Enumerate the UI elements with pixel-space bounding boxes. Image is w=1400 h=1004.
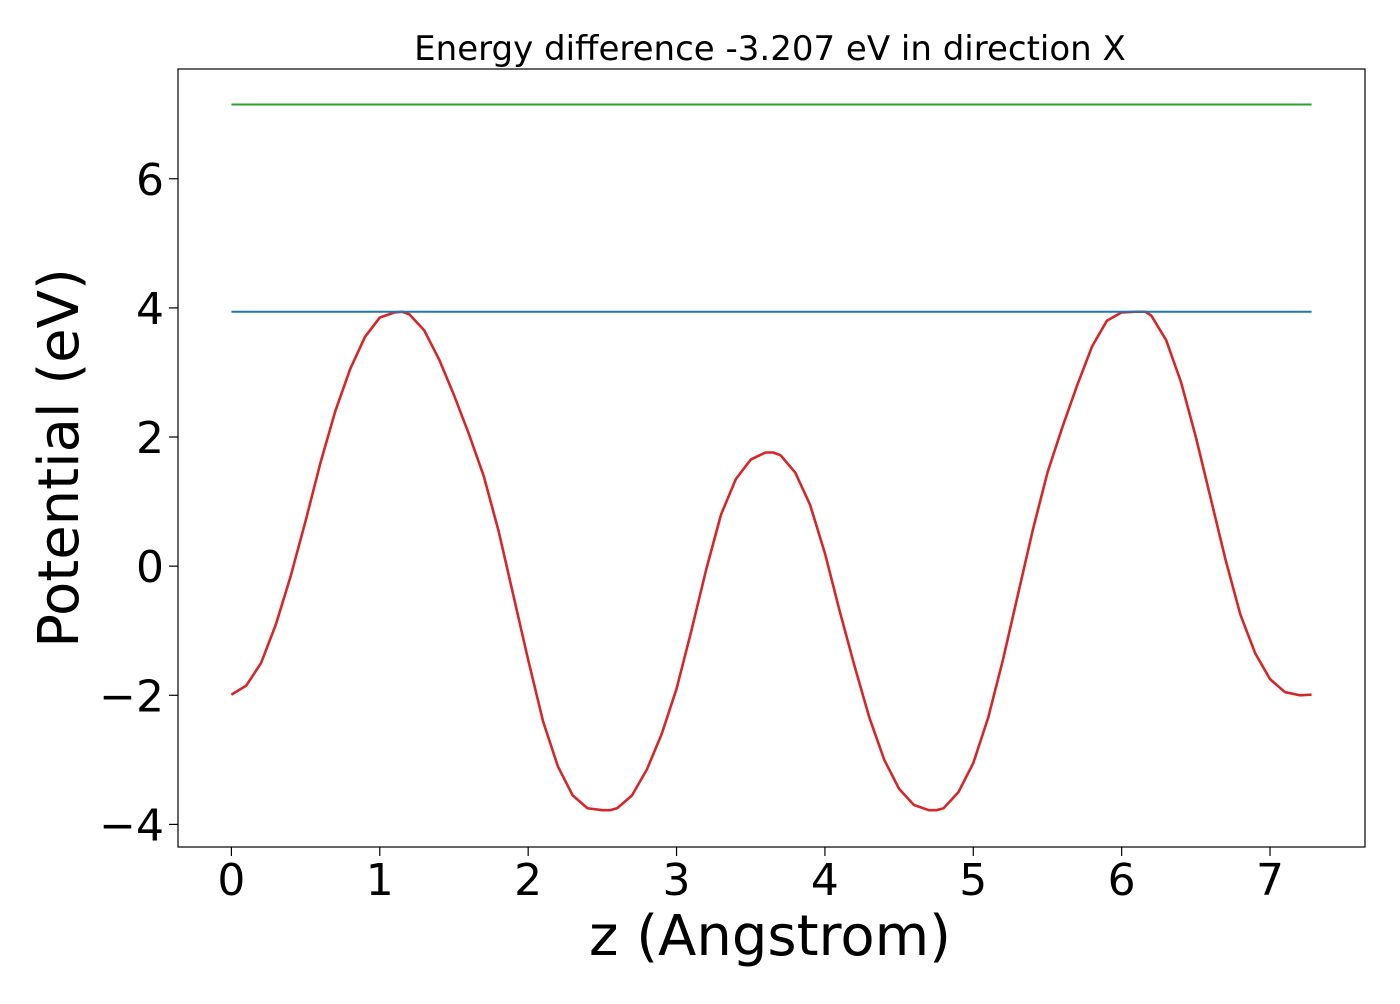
y-tick-label: −2: [99, 671, 164, 722]
series-line-0: [230, 310, 1312, 812]
y-tick-label: 6: [136, 155, 164, 206]
x-tick-label: 4: [811, 855, 839, 906]
x-axis: 0 1 2 3 4 5 6 7: [217, 847, 1284, 906]
y-tick-label: 0: [136, 542, 164, 593]
x-tick-label: 3: [663, 855, 691, 906]
y-tick-label: −4: [99, 800, 164, 851]
x-tick-label: 0: [217, 855, 245, 906]
x-tick-label: 7: [1256, 855, 1284, 906]
series-layer: [230, 103, 1312, 812]
x-tick-label: 5: [959, 855, 987, 906]
x-tick-label: 2: [514, 855, 542, 906]
y-axis: −4 −2 0 2 4 6: [99, 155, 178, 851]
x-tick-label: 6: [1108, 855, 1136, 906]
y-tick-label: 4: [136, 284, 164, 335]
plot-frame: [177, 68, 1366, 848]
x-axis-label: z (Angstrom): [589, 904, 951, 969]
y-axis-label: Potential (eV): [27, 268, 92, 648]
chart-title: Energy difference -3.207 eV in direction…: [414, 29, 1126, 69]
y-tick-label: 2: [136, 413, 164, 464]
x-tick-label: 1: [366, 855, 394, 906]
